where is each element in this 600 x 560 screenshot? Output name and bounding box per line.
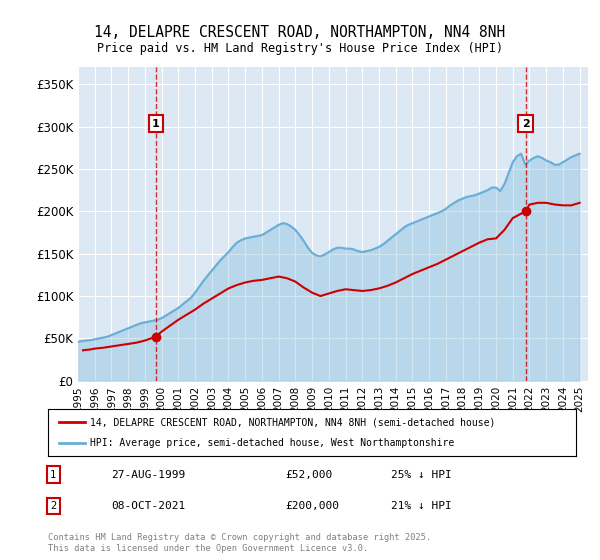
Text: HPI: Average price, semi-detached house, West Northamptonshire: HPI: Average price, semi-detached house,… — [90, 438, 454, 448]
Text: 27-AUG-1999: 27-AUG-1999 — [112, 470, 185, 479]
Text: £52,000: £52,000 — [286, 470, 333, 479]
Text: 21% ↓ HPI: 21% ↓ HPI — [391, 501, 452, 511]
Text: 2: 2 — [522, 119, 530, 129]
Text: 08-OCT-2021: 08-OCT-2021 — [112, 501, 185, 511]
Text: 14, DELAPRE CRESCENT ROAD, NORTHAMPTON, NN4 8NH: 14, DELAPRE CRESCENT ROAD, NORTHAMPTON, … — [94, 25, 506, 40]
Text: Price paid vs. HM Land Registry's House Price Index (HPI): Price paid vs. HM Land Registry's House … — [97, 42, 503, 55]
Text: Contains HM Land Registry data © Crown copyright and database right 2025.
This d: Contains HM Land Registry data © Crown c… — [48, 533, 431, 553]
Text: 25% ↓ HPI: 25% ↓ HPI — [391, 470, 452, 479]
Text: 1: 1 — [50, 470, 56, 479]
Text: 2: 2 — [50, 501, 56, 511]
Text: 1: 1 — [152, 119, 160, 129]
Text: £200,000: £200,000 — [286, 501, 340, 511]
Text: 14, DELAPRE CRESCENT ROAD, NORTHAMPTON, NN4 8NH (semi-detached house): 14, DELAPRE CRESCENT ROAD, NORTHAMPTON, … — [90, 417, 496, 427]
